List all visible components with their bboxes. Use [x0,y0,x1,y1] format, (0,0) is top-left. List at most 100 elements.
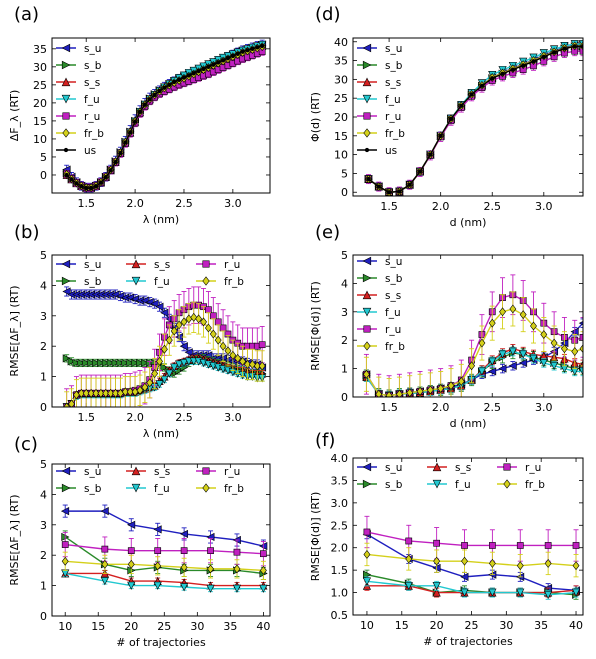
data-point [578,321,583,326]
panel-label: (a) [14,4,39,25]
data-point [579,47,583,55]
legend-entry-s_s: s_s [126,259,170,271]
legend-marker [432,479,442,489]
plot-frame [51,37,271,194]
series-group [62,286,267,407]
data-point [579,344,583,354]
data-point [230,53,236,59]
legend-label: fr_b [385,128,405,140]
series-group [362,515,581,600]
y-tick-label: 35 [334,55,348,68]
series-line [65,510,264,547]
data-point [250,46,255,51]
data-point [191,71,196,76]
data-point [239,356,247,366]
data-point [60,507,70,516]
series-group [62,39,267,193]
series-fr_b [362,291,583,397]
panel-b: 1.5 2.0 2.5 3.0 0 1 2 3 4 5 λ (nm) RMSE[ΔF_λ] (RT) (… [8,222,271,440]
data-point [457,376,465,386]
data-point [216,60,221,65]
legend-entry-s_u: s_u [357,462,402,474]
data-point [82,388,90,398]
data-point [260,550,267,558]
data-point [529,354,538,363]
legend: s_u s_s r_u s_b f_u fr_b [56,259,244,288]
panel-f: 10 15 20 25 30 35 40 0.5 1.0 1.5 2.0 2.5 3.0 3.5 4.0 # … [309,430,584,648]
legend-marker [61,60,71,70]
y-tick-label: 10 [334,149,348,162]
series-line [65,572,264,590]
series-line [366,580,577,596]
legend-marker [362,43,372,53]
x-tick-label: 30 [499,619,513,632]
data-point [214,335,222,345]
legend-entry-s_s: s_s [427,462,471,474]
x-tick-label: 1.5 [380,401,398,414]
data-point [160,308,169,317]
legend-entry-r_u: r_u [357,111,401,123]
data-point [116,358,125,368]
y-axis-label: Φ(d) (RT) [309,92,322,142]
legend-label: f_u [154,483,170,495]
x-tick-label: 2.0 [126,411,144,424]
y-tick-label: 4 [40,279,47,292]
plot-frame [51,254,271,408]
data-point [225,56,231,61]
data-point [562,46,567,51]
data-point [460,572,469,581]
data-point [499,307,506,317]
legend-marker [363,112,371,120]
x-tick-label: 15 [395,619,409,632]
data-point [578,367,583,376]
data-point [571,347,579,357]
x-tick-label: 15 [91,620,105,633]
x-axis-label: λ (nm) [143,213,179,226]
data-point [132,119,138,124]
legend-entry-s_u: s_u [56,259,101,271]
data-point [516,588,525,597]
legend-marker [362,273,372,283]
y-tick-label: 2 [40,549,47,562]
series-group [60,504,268,593]
data-point [477,367,487,376]
data-point [479,83,485,88]
x-tick-label: 30 [190,620,204,633]
data-point [112,388,119,398]
data-point [195,314,203,324]
data-point [417,169,423,174]
legend-label: r_u [224,259,240,271]
data-point [126,387,134,397]
legend-entry-s_b: s_b [357,479,403,491]
plot-frame [352,457,584,616]
legend-label: s_b [84,60,102,72]
data-point [162,85,167,90]
data-point [363,549,371,559]
data-point [77,388,85,398]
x-tick-label: 1.5 [380,200,398,213]
y-tick-label: 2.0 [331,542,349,555]
data-point [101,559,109,569]
series-line [65,543,264,555]
y-tick-label: 0 [40,401,47,414]
data-point [121,387,129,397]
series-group [362,274,583,397]
x-tick-label: 3.0 [224,197,242,210]
legend-marker [202,260,210,268]
data-point [232,584,242,593]
legend-label: f_u [385,307,401,319]
y-axis-label: RMSE[ΔF_λ] (RT) [8,285,21,376]
legend-entry-r_u: r_u [196,466,240,478]
data-point [156,356,163,366]
x-axis-label: d (nm) [450,216,487,229]
data-point [468,361,476,371]
data-point [92,358,101,368]
data-point [460,588,469,597]
y-tick-label: 1.0 [331,587,349,600]
legend-entry-s_b: s_b [357,60,403,72]
y-tick-label: 4.0 [331,452,349,465]
legend-marker [432,462,442,472]
data-point [154,547,162,555]
data-point [205,306,212,314]
